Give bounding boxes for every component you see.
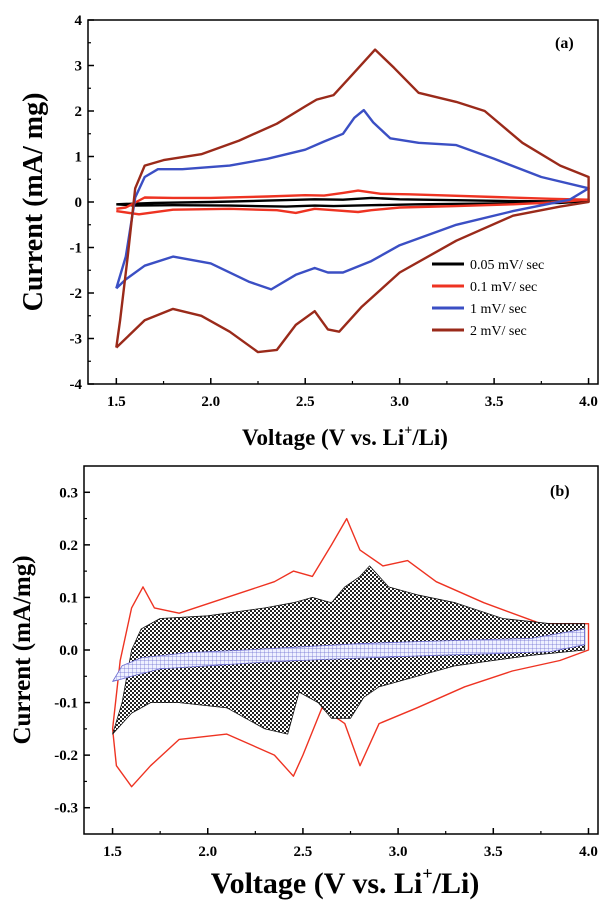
y-tick-label: -4 xyxy=(70,377,83,393)
y-tick-label: -1 xyxy=(70,241,83,257)
x-tick-label: 3.5 xyxy=(485,394,504,410)
y-tick-label: -3 xyxy=(70,332,83,348)
x-tick-label: 4.0 xyxy=(579,844,598,860)
x-tick-label: 2.0 xyxy=(198,844,217,860)
panel-label: (a) xyxy=(555,35,574,52)
y-tick-label: -0.1 xyxy=(54,696,78,712)
x-axis-title: Voltage (V vs. Li+/Li) xyxy=(242,423,448,450)
legend-entry: 0.1 mV/ sec xyxy=(470,280,537,295)
y-tick-label: 4 xyxy=(75,13,83,29)
series-curve-3 xyxy=(115,48,590,354)
y-tick-label: 0.3 xyxy=(59,485,78,501)
x-axis-title-suffix: /Li) xyxy=(411,425,448,450)
x-tick-label: 4.0 xyxy=(579,394,598,410)
series-curve-0 xyxy=(116,196,590,208)
x-tick-label: 2.5 xyxy=(294,844,313,860)
legend-entry: 1 mV/ sec xyxy=(470,302,527,317)
y-tick-label: 0 xyxy=(75,195,83,211)
x-axis-title-prefix: Voltage (V vs. Li xyxy=(211,867,423,900)
series-curve-0 xyxy=(111,517,590,788)
x-tick-label: 3.5 xyxy=(484,844,503,860)
x-tick-label: 2.5 xyxy=(296,394,315,410)
x-axis-title-suffix: /Li) xyxy=(432,867,480,900)
x-tick-label: 3.0 xyxy=(389,844,408,860)
series-curve-2 xyxy=(112,628,586,682)
y-tick-label: 2 xyxy=(75,104,83,120)
y-tick-label: -2 xyxy=(70,286,83,302)
panel-label: (b) xyxy=(550,483,570,500)
x-tick-label: 1.5 xyxy=(103,844,122,860)
legend-entry: 2 mV/ sec xyxy=(470,324,527,339)
y-tick-label: 0.2 xyxy=(59,538,78,554)
y-axis-title: Current (mA/ mg) xyxy=(18,93,49,312)
series-curve-2 xyxy=(115,108,590,291)
x-axis-title: Voltage (V vs. Li+/Li) xyxy=(211,864,480,900)
x-tick-label: 3.0 xyxy=(390,394,409,410)
x-axis-title-sup: + xyxy=(422,864,432,884)
x-axis-title-sup: + xyxy=(404,423,412,438)
x-tick-label: 2.0 xyxy=(201,394,220,410)
legend: 0.05 mV/ sec 0.1 mV/ sec 1 mV/ sec 2 mV/ se… xyxy=(432,258,544,339)
panel-a: 1.5 2.0 2.5 3.0 3.5 4.0 4 3 2 1 0 -1 -2 -3 -4 (a) Voltag… xyxy=(18,13,599,450)
legend-entry: 0.05 mV/ sec xyxy=(470,258,544,273)
y-tick-label: -0.3 xyxy=(54,801,78,817)
y-tick-label: 0.1 xyxy=(59,590,78,606)
y-tick-label: 0.0 xyxy=(59,643,78,659)
y-tick-label: 3 xyxy=(75,59,83,75)
x-tick-label: 1.5 xyxy=(107,394,126,410)
y-axis-title: Current (mA/mg) xyxy=(9,555,36,744)
y-tick-label: -0.2 xyxy=(54,748,78,764)
panel-b: 1.5 2.0 2.5 3.0 3.5 4.0 0.3 0.2 0.1 0.0 -0.1 -0.2 -0… xyxy=(9,465,599,900)
y-tick-label: 1 xyxy=(75,150,83,166)
x-axis-title-prefix: Voltage (V vs. Li xyxy=(242,425,405,450)
